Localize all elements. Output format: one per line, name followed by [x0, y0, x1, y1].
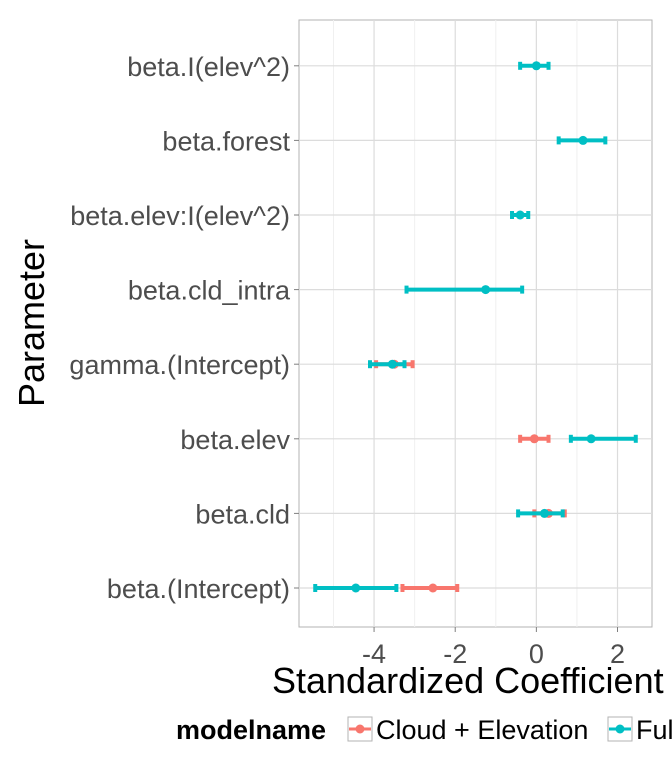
legend-item-cloud-elevation[interactable]: Cloud + Elevation — [347, 715, 588, 745]
legend-title: modelname — [176, 715, 326, 745]
legend-key-point — [355, 724, 365, 734]
legend-label: Full — [636, 715, 672, 745]
y-tick-label: beta.elev:I(elev^2) — [70, 201, 290, 231]
y-tick-label: beta.forest — [162, 126, 290, 156]
y-tick-label: beta.elev — [180, 425, 290, 455]
legend-item-full[interactable]: Full — [607, 715, 672, 745]
estimate-point — [586, 434, 596, 444]
series-full — [313, 61, 638, 593]
series-cloud-elevation — [374, 359, 567, 593]
legend: modelname Cloud + Elevation Full — [176, 715, 672, 745]
x-tick-label: -2 — [443, 639, 467, 669]
series-marks — [313, 61, 638, 593]
estimate-point — [428, 583, 438, 593]
legend-key-point — [615, 724, 625, 734]
x-tick-labels: -4 -2 0 2 — [362, 627, 625, 669]
y-tick-label: beta.cld — [195, 499, 290, 529]
estimate-point — [351, 583, 361, 593]
x-tick-label: 0 — [529, 639, 544, 669]
x-tick-label: -4 — [362, 639, 386, 669]
y-tick-label: beta.I(elev^2) — [127, 52, 290, 82]
y-axis-title: Parameter — [11, 239, 52, 407]
estimate-point — [578, 135, 588, 145]
estimate-point — [539, 508, 549, 518]
x-tick-label: 2 — [610, 639, 625, 669]
y-tick-label: beta.cld_intra — [128, 276, 291, 306]
estimate-point — [529, 434, 539, 444]
estimate-point — [481, 285, 491, 295]
y-tick-label: gamma.(Intercept) — [69, 350, 290, 380]
estimate-point — [387, 359, 397, 369]
y-tick-labels: beta.(Intercept) beta.cld beta.elev gamma.(… — [69, 52, 299, 604]
x-axis-title: Standardized Coefficient — [272, 660, 664, 701]
legend-label: Cloud + Elevation — [376, 715, 588, 745]
plot-panel — [298, 19, 653, 628]
estimate-point — [515, 210, 525, 220]
y-tick-label: beta.(Intercept) — [107, 574, 290, 604]
estimate-point — [531, 61, 541, 71]
